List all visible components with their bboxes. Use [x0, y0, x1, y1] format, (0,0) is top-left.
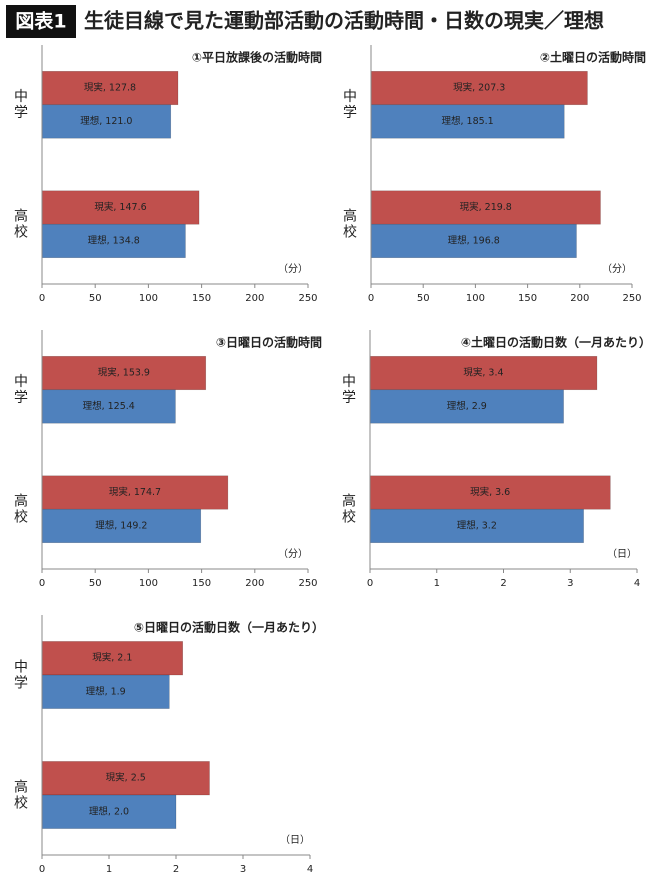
x-tick-label: 200: [245, 578, 264, 589]
figure-title: 生徒目線で見た運動部活動の活動時間・日数の現実／理想: [84, 9, 604, 33]
x-tick-label: 1: [434, 578, 440, 589]
chart-title: ③日曜日の活動時間: [216, 335, 322, 350]
x-tick-label: 250: [298, 293, 317, 304]
category-label: 中学: [12, 659, 28, 691]
x-tick-label: 250: [298, 578, 317, 589]
x-tick-label: 150: [192, 293, 211, 304]
category-label: 中学: [340, 374, 356, 406]
x-tick-label: 1: [106, 864, 112, 875]
x-tick-label: 100: [466, 293, 485, 304]
unit-label: （日）: [607, 548, 637, 560]
bar: [370, 104, 565, 139]
data-label: 現実, 3.6: [470, 486, 510, 498]
badge: 図表1: [15, 10, 66, 33]
x-tick-label: 3: [240, 864, 246, 875]
data-label: 理想, 3.2: [457, 519, 497, 531]
x-tick-label: 4: [307, 864, 313, 875]
x-tick-label: 2: [500, 578, 506, 589]
x-tick-label: 0: [39, 578, 45, 589]
data-label: 現実, 2.5: [106, 772, 146, 784]
bar: [41, 641, 183, 676]
x-tick-label: 0: [368, 293, 374, 304]
unit-label: （日）: [280, 834, 310, 846]
category-label: 高校: [341, 208, 357, 241]
data-label: 現実, 2.1: [92, 652, 132, 664]
data-label: 理想, 185.1: [441, 115, 493, 127]
category-label: 中学: [12, 89, 28, 121]
bar: [41, 674, 170, 709]
x-tick-label: 250: [622, 293, 641, 304]
data-label: 理想, 134.8: [88, 234, 140, 246]
bar: [41, 190, 200, 225]
category-label: 中学: [341, 89, 357, 121]
category-label: 高校: [12, 493, 28, 526]
unit-label: （分）: [602, 263, 632, 275]
data-label: 現実, 3.4: [463, 367, 503, 379]
data-label: 現実, 153.9: [98, 367, 150, 379]
category-label: 中学: [12, 374, 28, 406]
data-label: 理想, 149.2: [95, 519, 147, 531]
x-tick-label: 50: [89, 293, 102, 304]
x-tick-label: 150: [192, 578, 211, 589]
data-label: 理想, 2.9: [447, 400, 487, 412]
bar: [41, 761, 210, 796]
bar: [41, 223, 186, 259]
bar: [41, 389, 176, 424]
x-tick-label: 0: [39, 293, 45, 304]
x-tick-label: 4: [634, 578, 640, 589]
chart-title: ②土曜日の活動時間: [540, 50, 646, 65]
badge-bg: [6, 5, 76, 38]
bar: [41, 355, 207, 391]
data-label: 理想, 121.0: [80, 115, 132, 127]
bar: [370, 70, 588, 106]
x-tick-label: 50: [89, 578, 102, 589]
data-label: 現実, 147.6: [94, 201, 146, 213]
x-tick-label: 200: [570, 293, 589, 304]
x-tick-label: 100: [139, 293, 158, 304]
bar: [41, 104, 172, 139]
x-tick-label: 200: [245, 293, 264, 304]
x-tick-label: 50: [417, 293, 430, 304]
data-label: 現実, 127.8: [84, 82, 136, 94]
x-tick-label: 2: [173, 864, 179, 875]
chart-title: ⑤日曜日の活動日数（一月あたり）: [134, 620, 324, 635]
data-label: 理想, 125.4: [83, 400, 135, 412]
bar: [41, 475, 229, 510]
unit-label: （分）: [278, 548, 308, 560]
chart-title: ①平日放課後の活動時間: [192, 50, 322, 65]
bar: [41, 508, 202, 544]
data-label: 現実, 207.3: [453, 82, 505, 94]
data-label: 現実, 174.7: [109, 486, 161, 498]
chart-title: ④土曜日の活動日数（一月あたり）: [461, 335, 651, 350]
bar: [369, 355, 598, 391]
x-tick-label: 150: [518, 293, 537, 304]
x-tick-label: 0: [39, 864, 45, 875]
x-tick-label: 0: [367, 578, 373, 589]
data-label: 理想, 196.8: [448, 234, 500, 246]
x-tick-label: 100: [139, 578, 158, 589]
category-label: 高校: [12, 778, 28, 811]
category-label: 高校: [12, 208, 28, 241]
bar: [369, 389, 564, 424]
bar: [369, 508, 584, 544]
unit-label: （分）: [278, 263, 308, 275]
bar: [370, 223, 577, 259]
bar: [370, 190, 601, 225]
data-label: 現実, 219.8: [460, 201, 512, 213]
data-label: 理想, 1.9: [86, 685, 126, 697]
bar: [41, 70, 179, 106]
data-label: 理想, 2.0: [89, 805, 129, 817]
x-tick-label: 3: [567, 578, 573, 589]
category-label: 高校: [340, 493, 356, 526]
